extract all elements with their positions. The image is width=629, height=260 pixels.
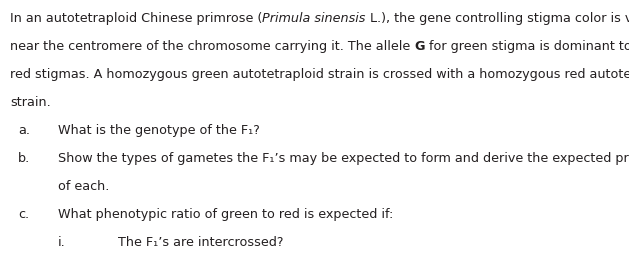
Text: L.), the gene controlling stigma color is very: L.), the gene controlling stigma color i… — [365, 12, 629, 25]
Text: Primula sinensis: Primula sinensis — [262, 12, 365, 25]
Text: Show the types of gametes the F₁’s may be expected to form and derive the expect: Show the types of gametes the F₁’s may b… — [58, 152, 629, 165]
Text: b.: b. — [18, 152, 30, 165]
Text: The F₁’s are intercrossed?: The F₁’s are intercrossed? — [118, 236, 284, 249]
Text: strain.: strain. — [10, 96, 51, 109]
Text: for green stigma is dominant to: for green stigma is dominant to — [425, 40, 629, 53]
Text: i.: i. — [58, 236, 66, 249]
Text: red stigmas. A homozygous green autotetraploid strain is crossed with a homozygo: red stigmas. A homozygous green autotetr… — [10, 68, 629, 81]
Text: What phenotypic ratio of green to red is expected if:: What phenotypic ratio of green to red is… — [58, 208, 393, 221]
Text: near the centromere of the chromosome carrying it. The allele: near the centromere of the chromosome ca… — [10, 40, 415, 53]
Text: G: G — [415, 40, 425, 53]
Text: a.: a. — [18, 124, 30, 137]
Text: In an autotetraploid Chinese primrose (: In an autotetraploid Chinese primrose ( — [10, 12, 262, 25]
Text: c.: c. — [18, 208, 29, 221]
Text: of each.: of each. — [58, 180, 109, 193]
Text: What is the genotype of the F₁?: What is the genotype of the F₁? — [58, 124, 260, 137]
